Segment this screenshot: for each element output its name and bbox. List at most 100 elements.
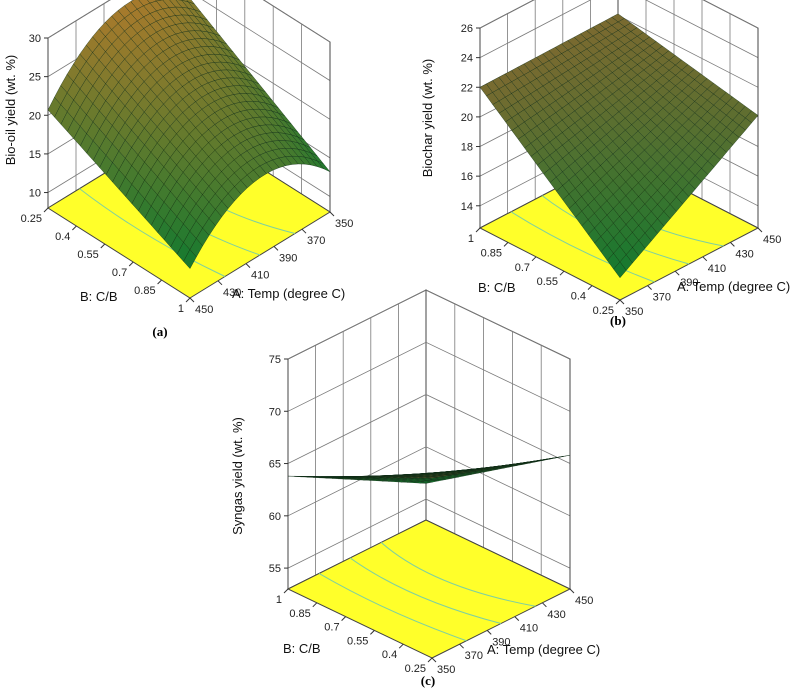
y-tick [427,657,433,663]
y-tick-label: 1 [276,594,282,606]
z-tick-label: 20 [29,110,41,122]
z-tick-label: 70 [269,406,281,418]
x-tick-label: 430 [223,287,241,299]
y-tick-label: 0.25 [593,305,614,317]
x-tick [702,256,708,262]
x-tick-label: 450 [195,304,213,316]
x-tick [217,280,223,286]
floor-plane [286,519,572,659]
x-tick [730,242,735,247]
wall-gridline [287,341,571,412]
response-surface [287,455,571,484]
z-tick-label: 22 [461,82,473,94]
x-tick [569,588,575,594]
z-axis-label: Biochar yield (wt. %) [420,59,435,177]
surface-cell [425,476,439,479]
y-tick-label: 0.4 [382,649,397,661]
y-tick-label: 0.85 [481,247,502,259]
z-tick-label: 75 [269,354,281,366]
panel-caption: (b) [610,313,626,328]
x-tick-label: 410 [251,270,269,282]
y-tick [587,285,593,290]
y-tick [312,602,318,608]
x-tick-label: 390 [680,277,698,289]
z-tick-label: 18 [461,142,473,154]
x-tick-label: 390 [279,252,297,264]
y-tick-label: 0.55 [347,635,368,647]
z-tick-label: 26 [461,23,473,35]
wall-gridline [479,0,759,58]
y-tick-label: 1 [178,303,184,315]
x-tick [273,246,279,251]
floor-contour [318,573,467,642]
z-axis-label: Bio-oil yield (wt. %) [3,55,18,166]
x-axis-label: A: Temp (degree C) [232,286,345,301]
y-tick [503,242,509,247]
wall-gridline [287,446,571,517]
x-tick [486,630,492,635]
y-tick-label: 0.4 [571,291,586,303]
z-tick-label: 24 [461,53,473,65]
y-tick-label: 0.55 [537,276,558,288]
y-tick [283,588,289,594]
y-tick [100,243,106,249]
y-axis-label: B: C/B [80,289,118,304]
wall-gridline [479,0,759,29]
x-tick-label: 430 [547,609,565,621]
y-tick-label: 0.4 [55,231,70,243]
x-tick-label: 350 [437,664,455,676]
panel-a: 10 15 20 25 30 350 370 390 410 430 450 0.25 0.4 0.55 0… [3,0,353,339]
x-tick [329,211,335,217]
y-tick [157,279,162,285]
x-axis-label: A: Temp (degree C) [487,642,600,657]
z-tick-label: 14 [461,201,473,213]
y-axis-label: B: C/B [478,280,516,295]
surface-cell [613,261,627,279]
x-tick [245,263,251,268]
floor-contour [79,188,226,277]
x-tick-label: 350 [335,218,353,230]
z-tick-label: 55 [269,563,281,575]
y-tick [475,227,481,233]
z-tick-label: 20 [461,112,473,124]
x-tick [189,297,195,303]
y-tick [370,630,375,635]
y-tick-label: 1 [468,233,474,245]
response-surface [47,0,331,269]
z-tick-label: 60 [269,511,281,523]
x-tick-label: 410 [520,623,538,635]
x-tick [647,285,652,290]
floor-contour [380,542,536,607]
surface-cell [183,249,197,269]
x-tick-label: 410 [708,263,726,275]
wall-gridline [287,394,571,464]
y-tick [72,225,77,231]
z-tick-label: 16 [461,171,473,183]
z-tick-label: 30 [29,33,41,45]
y-tick [43,207,49,213]
x-tick [674,270,680,276]
y-tick-label: 0.25 [21,213,42,225]
floor-contour [349,557,502,624]
x-tick-label: 430 [735,248,753,260]
y-tick [559,270,565,276]
floor-contour [510,211,655,283]
y-tick [615,299,621,305]
wall-gridline [287,498,571,569]
x-tick-label: 370 [307,235,325,247]
y-tick-label: 0.55 [77,249,98,261]
y-tick-label: 0.7 [515,262,530,274]
y-tick-label: 0.85 [134,285,155,297]
y-tick [398,643,404,649]
z-tick-label: 25 [29,72,41,84]
x-tick-label: 450 [763,234,781,246]
y-tick [128,261,134,267]
x-tick [301,228,307,234]
y-tick-label: 0.7 [112,267,127,279]
x-tick [431,657,437,663]
panel-caption: (a) [152,324,167,339]
z-axis-label: Syngas yield (wt. %) [230,417,245,535]
x-tick [514,616,520,621]
wall-gridline [47,0,331,43]
x-tick-label: 370 [465,650,483,662]
